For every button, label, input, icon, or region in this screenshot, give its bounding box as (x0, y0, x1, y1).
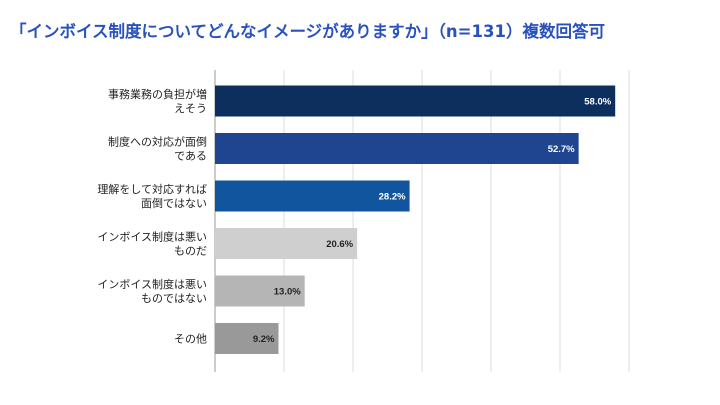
bar (215, 180, 410, 212)
data-label: 52.7% (548, 144, 575, 155)
category-label: 制度への対応が面倒 (108, 135, 207, 149)
category-label: 理解をして対応すれば (97, 182, 207, 196)
category-label: えそう (174, 102, 207, 115)
category-label: 面倒ではない (141, 197, 207, 210)
category-label: インボイス制度は悪い (97, 230, 207, 244)
bar (215, 133, 579, 164)
bar (215, 85, 616, 117)
data-label: 58.0% (584, 97, 611, 108)
data-label: 20.6% (326, 239, 353, 250)
category-label: インボイス制度は悪い (97, 277, 207, 291)
bar (215, 323, 279, 354)
data-label: 28.2% (379, 192, 406, 203)
category-label: である (174, 150, 207, 163)
category-label: ものだ (174, 245, 207, 258)
category-label: その他 (174, 333, 207, 346)
bar (215, 228, 358, 259)
bar (215, 275, 305, 307)
data-label: 13.0% (274, 287, 301, 298)
category-label: ものではない (141, 292, 207, 305)
data-label: 9.2% (253, 334, 275, 345)
category-label: 事務業務の負担が増 (108, 87, 207, 101)
chart-title: 「インボイス制度についてどんなイメージがありますか」（n=131）複数回答可 (10, 22, 605, 41)
